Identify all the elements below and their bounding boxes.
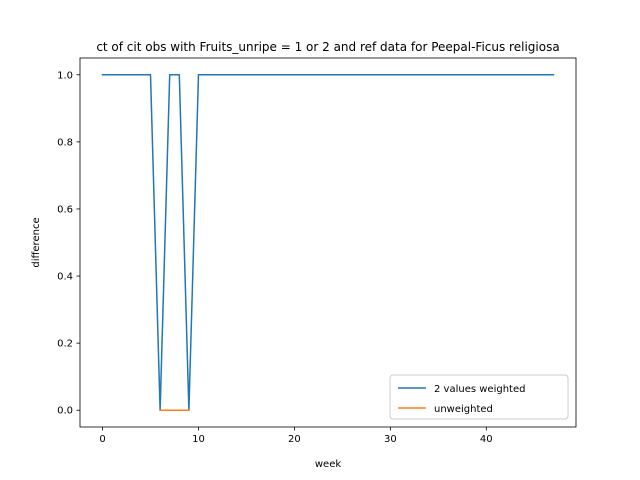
plot-lines <box>101 74 555 411</box>
y-axis-title: difference <box>31 217 42 267</box>
y-tick-label: 0.0 <box>57 406 73 417</box>
y-tick-label: 0.4 <box>57 272 73 283</box>
legend: 2 values weighted unweighted <box>389 374 569 420</box>
x-axis-title: week <box>315 459 341 470</box>
legend-label: unweighted <box>434 404 493 415</box>
x-axis: 0 10 20 30 40 <box>99 427 493 445</box>
legend-label: 2 values weighted <box>434 384 525 395</box>
x-tick-label: 40 <box>480 434 493 445</box>
x-tick-label: 0 <box>99 434 105 445</box>
series-line-1 <box>101 74 555 411</box>
plot-frame <box>79 57 577 428</box>
y-tick-label: 0.8 <box>57 137 73 148</box>
y-tick-label: 1.0 <box>57 70 73 81</box>
y-tick-label: 0.6 <box>57 204 73 215</box>
legend-box <box>389 374 569 420</box>
x-tick-label: 10 <box>192 434 205 445</box>
x-tick-label: 20 <box>288 434 301 445</box>
chart-title: ct of cit obs with Fruits_unripe = 1 or … <box>96 40 559 54</box>
y-axis: 0.0 0.2 0.4 0.6 0.8 1.0 <box>57 70 80 417</box>
x-tick-label: 30 <box>384 434 397 445</box>
y-tick-label: 0.2 <box>57 339 73 350</box>
